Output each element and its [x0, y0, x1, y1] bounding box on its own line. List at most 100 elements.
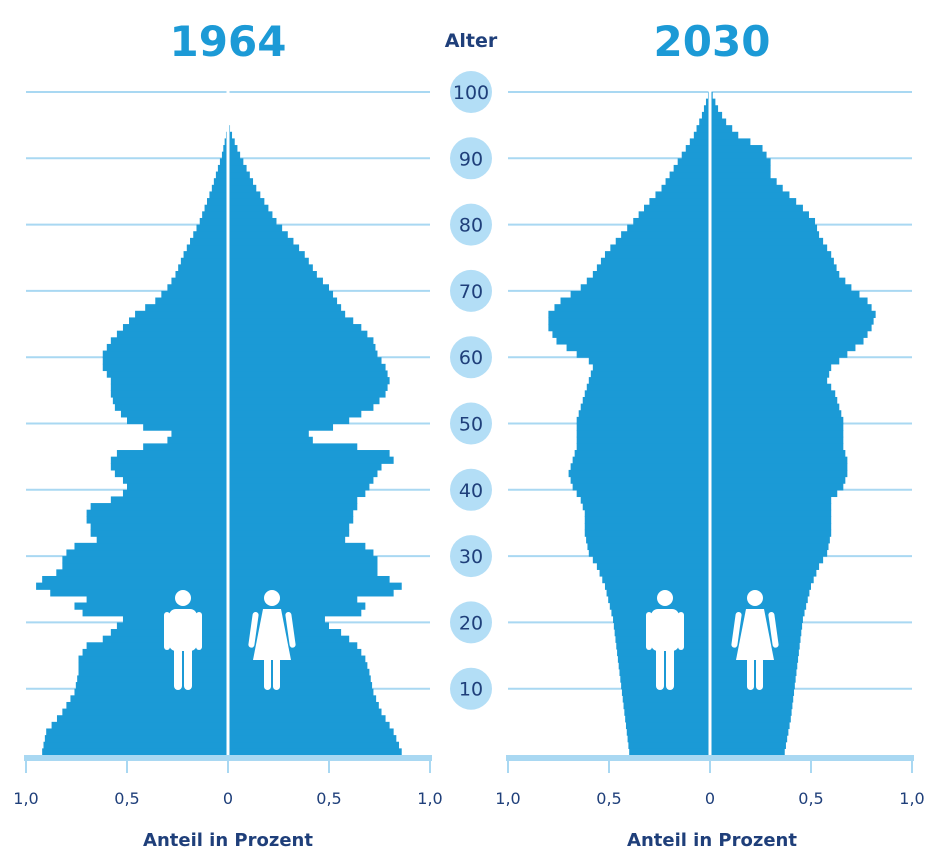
age-tick-circle: [450, 336, 492, 379]
age-tick-circle: [450, 137, 492, 180]
chart-title-1964: 1964: [170, 17, 287, 66]
bar-male-age-65: [129, 317, 228, 325]
bar-female-age-79: [228, 224, 283, 232]
bar-female-age-14: [228, 655, 366, 663]
bar-female-age-90: [228, 151, 241, 159]
bar-female-age-71: [228, 277, 323, 285]
x-tick-label: 1,0: [899, 789, 924, 808]
bar-female-age-39: [228, 489, 366, 498]
bar-female-age-62: [228, 337, 374, 345]
bar-female-age-2: [228, 735, 397, 743]
bar-female-age-60: [710, 350, 848, 358]
bar-male-age-84: [209, 191, 228, 199]
bar-female-age-42: [228, 469, 378, 478]
bar-female-age-90: [710, 151, 767, 159]
bar-female-age-54: [228, 390, 386, 398]
bar-female-age-38: [710, 496, 832, 504]
bar-male-age-12: [78, 668, 229, 677]
bar-male-age-65: [548, 317, 710, 325]
bar-female-age-69: [710, 290, 860, 299]
x-tick-label: 0: [223, 789, 233, 808]
bar-male-age-13: [618, 662, 710, 670]
bar-female-age-56: [710, 377, 828, 385]
bar-male-age-67: [554, 304, 710, 312]
bar-male-age-49: [576, 423, 710, 431]
pyramid-1964-bars: [36, 85, 402, 756]
bar-male-age-11: [77, 675, 228, 683]
bar-female-age-76: [710, 244, 828, 252]
bar-male-age-96: [701, 111, 710, 120]
gender-icons: [164, 590, 779, 690]
bar-female-age-96: [710, 111, 723, 120]
chart-title-2030: 2030: [654, 17, 771, 66]
bar-male-age-71: [171, 277, 228, 285]
bar-female-age-22: [228, 602, 366, 610]
bar-female-age-51: [710, 410, 842, 418]
bar-female-age-50: [710, 416, 844, 425]
bar-female-age-21: [228, 609, 362, 617]
bar-male-age-55: [586, 383, 710, 391]
x-tick-label: 0,5: [316, 789, 341, 808]
bar-male-age-45: [574, 450, 710, 458]
bar-female-age-73: [710, 264, 837, 272]
bar-female-age-52: [228, 403, 374, 411]
bar-female-age-30: [710, 549, 828, 557]
bar-female-age-45: [228, 450, 390, 458]
bar-female-age-83: [228, 198, 265, 206]
bar-female-age-66: [710, 310, 876, 319]
bar-male-age-16: [86, 642, 228, 650]
bar-male-age-53: [582, 396, 710, 405]
bar-male-age-90: [681, 151, 710, 159]
bar-female-age-42: [710, 469, 848, 478]
woman-icon: [248, 590, 296, 690]
bar-female-age-63: [228, 330, 368, 338]
bar-male-age-12: [619, 668, 710, 677]
bar-male-age-90: [221, 151, 228, 159]
bar-male-age-91: [685, 145, 710, 153]
bar-female-age-37: [228, 503, 358, 511]
bar-male-age-47: [167, 436, 228, 444]
bar-female-age-74: [228, 257, 309, 265]
bar-female-age-65: [710, 317, 874, 325]
bar-female-age-87: [710, 171, 771, 179]
bar-male-age-47: [576, 436, 710, 444]
bar-male-age-59: [102, 357, 228, 365]
bar-female-age-36: [710, 509, 832, 517]
bar-female-age-44: [228, 456, 394, 464]
bar-male-age-23: [86, 595, 228, 604]
age-tick-circle: [450, 468, 492, 511]
bar-female-age-44: [710, 456, 848, 464]
bar-male-age-0: [42, 748, 228, 756]
bar-female-age-93: [710, 131, 739, 140]
bar-male-age-70: [580, 284, 710, 292]
pyramid-2030-bars: [548, 85, 876, 756]
x-axis-label-2030: Anteil in Prozent: [627, 830, 797, 850]
bar-female-age-9: [228, 688, 374, 696]
bar-male-age-75: [183, 251, 228, 259]
bar-female-age-97: [710, 105, 719, 113]
bar-male-age-78: [193, 231, 228, 239]
bar-male-age-79: [196, 224, 228, 232]
bar-female-age-84: [228, 191, 261, 199]
age-tick-label: 70: [459, 281, 483, 303]
bar-male-age-28: [62, 562, 228, 570]
bar-female-age-94: [710, 125, 733, 133]
bar-male-age-6: [624, 708, 710, 716]
bar-female-age-30: [228, 549, 374, 557]
bar-male-age-51: [120, 410, 228, 418]
bar-male-age-40: [127, 483, 228, 491]
bar-female-age-40: [710, 483, 844, 491]
bar-male-age-87: [669, 171, 710, 179]
bar-male-age-63: [116, 330, 228, 338]
bar-female-age-5: [228, 715, 386, 723]
age-tick-label: 10: [459, 679, 483, 701]
bar-female-age-12: [228, 668, 370, 677]
bar-female-age-63: [710, 330, 868, 338]
x-tick-label: 1,0: [13, 789, 38, 808]
bar-male-age-8: [70, 695, 228, 703]
bar-female-age-41: [228, 476, 374, 484]
bar-male-age-44: [110, 456, 228, 464]
man-icon: [164, 590, 202, 690]
bar-male-age-39: [122, 489, 228, 498]
bar-female-age-89: [710, 158, 771, 166]
